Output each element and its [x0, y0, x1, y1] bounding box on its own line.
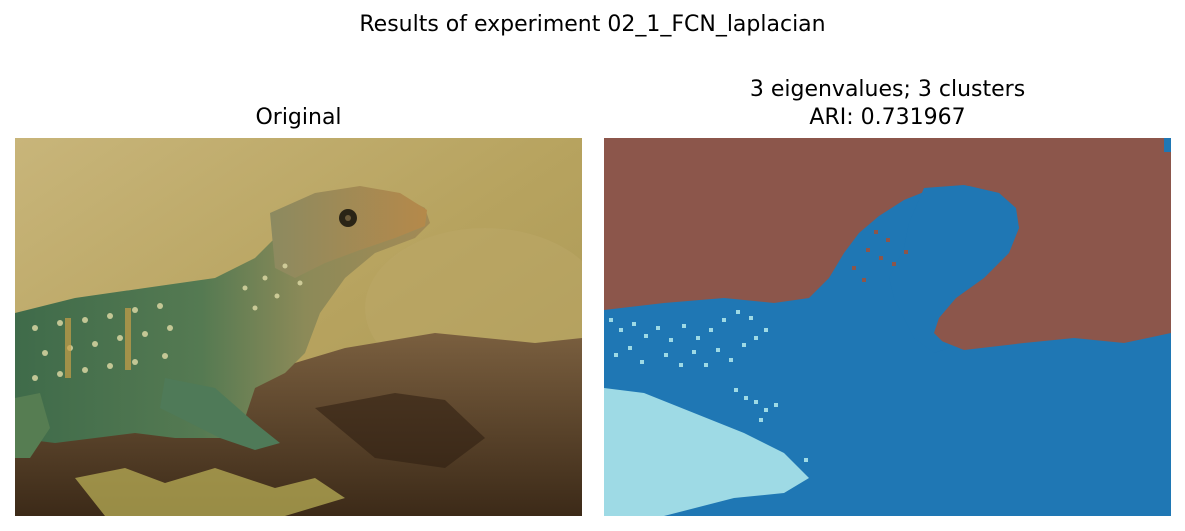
segmentation-title-line1: 3 eigenvalues; 3 clusters	[749, 77, 1026, 102]
cluster-light-speckles	[609, 310, 808, 482]
cluster-blue-lizard-head	[889, 185, 1019, 353]
original-title-text: Original	[255, 105, 342, 130]
lizard-front-leg	[160, 378, 280, 450]
segmentation-panel-title: 3 eigenvalues; 3 clusters ARI: 0.731967	[604, 76, 1171, 132]
segmentation-image-svg	[604, 138, 1171, 516]
lizard-head	[270, 186, 427, 278]
segmentation-image	[604, 138, 1171, 516]
original-panel-title: Original	[15, 104, 582, 132]
log	[15, 333, 582, 516]
original-image	[15, 138, 582, 516]
cluster-brown-speckles	[852, 230, 908, 282]
lichen	[75, 468, 345, 516]
figure-title: Results of experiment 02_1_FCN_laplacian	[359, 12, 826, 37]
original-image-svg	[15, 138, 582, 516]
cluster-light-region	[604, 388, 809, 516]
cluster-brown-region	[604, 138, 1171, 350]
segmentation-title-line2: ARI: 0.731967	[809, 105, 966, 130]
